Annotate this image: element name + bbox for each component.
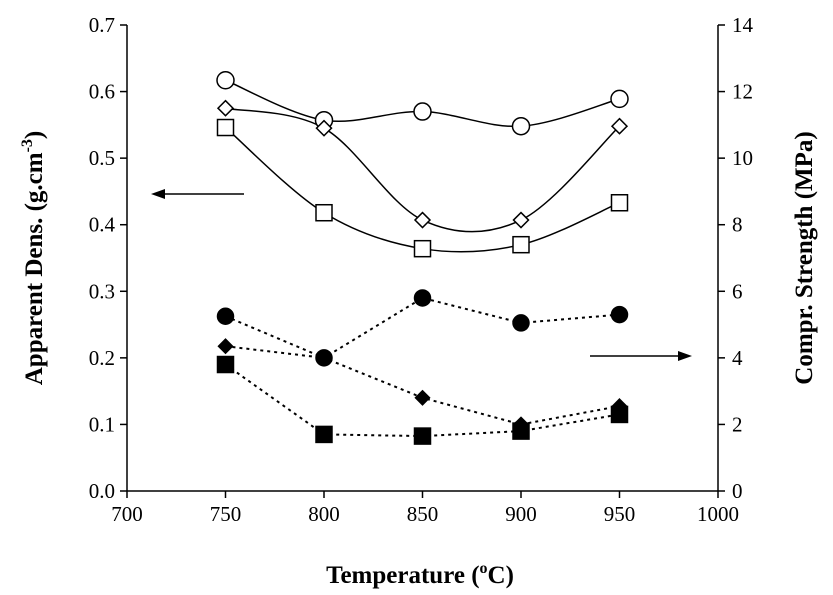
right-y-tick-label: 10	[732, 146, 753, 170]
right-y-tick-label: 12	[732, 80, 753, 104]
left-arrow-head	[151, 189, 165, 199]
x-tick-label: 950	[604, 502, 636, 526]
series-3-point	[512, 235, 530, 254]
series-markers	[216, 71, 629, 445]
series-6-point	[413, 427, 432, 445]
series-6-point	[512, 422, 530, 440]
series-4-point	[512, 314, 530, 332]
series-5-point	[217, 338, 234, 355]
series-6-point	[315, 425, 333, 444]
x-tick-label: 900	[505, 502, 537, 526]
series-1-point	[413, 102, 432, 121]
series-5-line	[225, 345, 620, 426]
series-6-point	[216, 355, 235, 374]
right-y-tick-label: 2	[732, 412, 743, 436]
series-4-point	[216, 307, 235, 325]
series-2-point	[610, 117, 629, 135]
series-2-point	[512, 211, 530, 229]
series-6-point	[610, 405, 629, 424]
x-axis-title: Temperature (oC)	[326, 560, 514, 589]
series-4-point	[610, 305, 629, 324]
series-5-point	[414, 389, 431, 406]
series-3-point	[610, 193, 629, 212]
left-y-tick-label: 0.2	[89, 346, 115, 370]
right-y-tick-label: 0	[732, 479, 743, 503]
right-y-tick-label: 14	[732, 13, 754, 37]
series-2-point	[216, 99, 235, 117]
left-y-tick-label: 0.7	[89, 13, 115, 37]
axes: 700 750 800 850 900 950 1000 0.0 0.1 0.2 0.3 0.4 0.5…	[89, 13, 754, 526]
right-arrow-head	[678, 351, 692, 361]
x-tick-label: 750	[210, 502, 242, 526]
series-1-point	[216, 71, 235, 90]
x-tick-label: 800	[308, 502, 340, 526]
series-4-line	[225, 296, 620, 359]
series-3-point	[413, 239, 432, 258]
x-tick-label: 1000	[697, 502, 739, 526]
right-y-tick-label: 6	[732, 279, 743, 303]
left-y-tick-label: 0.4	[89, 213, 116, 237]
left-y-axis-title: Apparent Dens. (g.cm-3)	[19, 131, 48, 386]
left-y-tick-label: 0.3	[89, 279, 115, 303]
left-y-tick-label: 0.6	[89, 80, 115, 104]
left-y-tick-label: 0.5	[89, 146, 115, 170]
series-4-point	[413, 289, 432, 307]
x-tick-label: 850	[407, 502, 439, 526]
x-tick-label: 700	[111, 502, 143, 526]
left-y-tick-label: 0.0	[89, 479, 115, 503]
series-1-point	[610, 89, 629, 109]
right-y-axis-title: Compr. Strength (MPa)	[791, 131, 818, 384]
annotations	[151, 189, 692, 361]
series-2-point	[315, 119, 333, 137]
series-lines	[224, 79, 621, 438]
right-y-tick-label: 4	[732, 346, 743, 370]
series-1-point	[511, 116, 531, 136]
left-y-tick-label: 0.1	[89, 412, 115, 436]
series-5-point	[315, 349, 333, 366]
series-3-point	[216, 118, 235, 137]
right-y-tick-label: 8	[732, 213, 743, 237]
series-2-point	[413, 211, 432, 229]
series-3-point	[315, 203, 333, 222]
